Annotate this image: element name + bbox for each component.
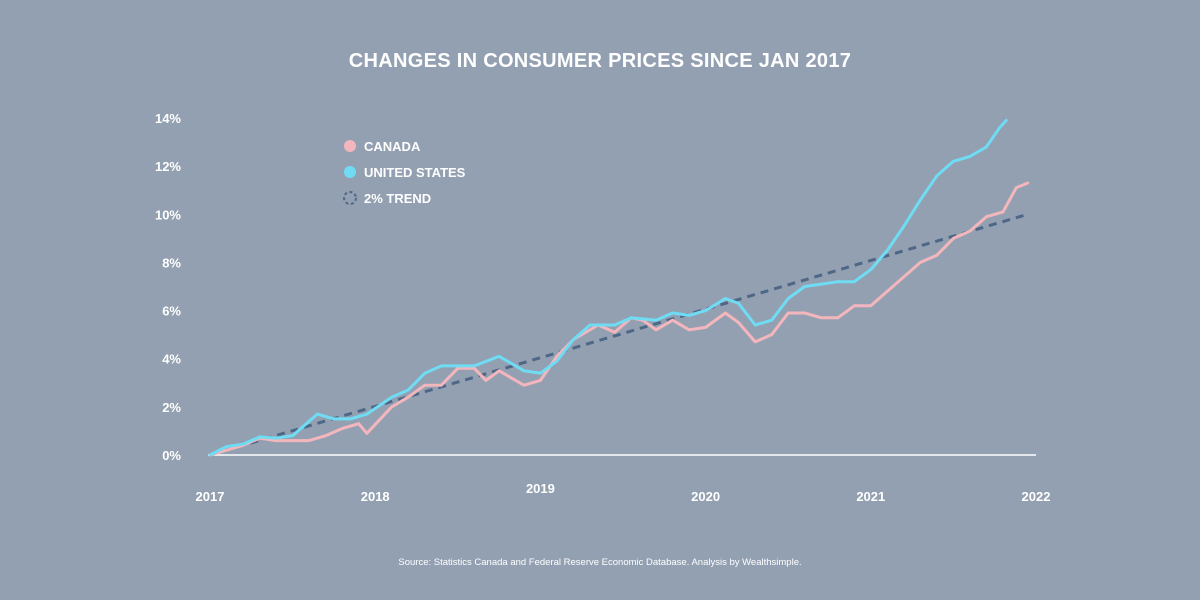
legend-marker [344, 166, 356, 178]
chart-title: CHANGES IN CONSUMER PRICES SINCE JAN 201… [349, 50, 851, 72]
series-line-2-trend [209, 212, 1029, 457]
y-tick-label: 0% [162, 448, 181, 463]
source-note: Source: Statistics Canada and Federal Re… [398, 557, 801, 568]
y-axis: 0% 2% 4% 6% 8% 10% 12% 14% [155, 111, 181, 463]
y-tick-label: 6% [162, 304, 181, 319]
y-tick-label: 2% [162, 400, 181, 415]
legend-marker [343, 191, 357, 205]
x-tick-label: 2019 [526, 481, 555, 496]
y-tick-label: 10% [155, 207, 181, 222]
x-tick-label: 2021 [856, 489, 885, 504]
x-axis: 2017 2018 2019 2020 2021 2022 [196, 481, 1051, 504]
legend-label: 2% TREND [364, 191, 431, 206]
x-tick-label: 2020 [691, 489, 720, 504]
x-tick-label: 2022 [1022, 489, 1051, 504]
legend-label: UNITED STATES [364, 165, 466, 180]
y-tick-label: 14% [155, 111, 181, 126]
y-tick-label: 4% [162, 352, 181, 367]
x-tick-label: 2017 [196, 489, 225, 504]
series-group [208, 118, 1030, 457]
y-tick-label: 8% [162, 255, 181, 270]
series-line-united-states [208, 118, 1008, 457]
legend-marker [344, 140, 356, 152]
x-tick-label: 2018 [361, 489, 390, 504]
legend-label: CANADA [364, 139, 421, 154]
legend: CANADA UNITED STATES 2% TREND [343, 139, 466, 206]
y-tick-label: 12% [155, 159, 181, 174]
